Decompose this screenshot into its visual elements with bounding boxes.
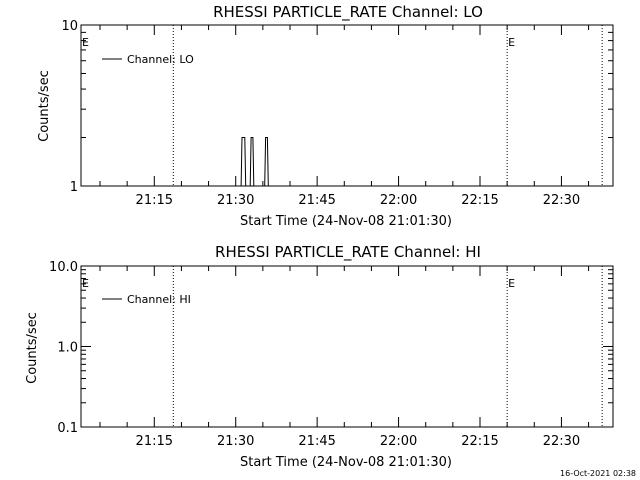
y-tick-label: 10 <box>61 19 78 34</box>
x-tick-label: 22:15 <box>461 434 498 449</box>
plot-frame <box>80 24 614 187</box>
event-lines <box>172 25 603 186</box>
data-series <box>240 137 269 187</box>
x-tick-label: 22:30 <box>543 193 580 208</box>
x-axis-label: Start Time (24-Nov-08 21:01:30) <box>240 214 452 229</box>
lo-channel-chart: RHESSI PARTICLE_RATE Channel: LO 1 10 21:… <box>37 3 614 229</box>
chart-title: RHESSI PARTICLE_RATE Channel: HI <box>215 243 481 262</box>
x-tick-label: 21:30 <box>217 434 254 449</box>
y-axis: 1 10 <box>61 19 613 195</box>
x-tick-label: 22:30 <box>543 434 580 449</box>
y-axis-label: Counts/sec <box>25 312 40 384</box>
y-axis: 0.1 1.0 10.0 <box>49 260 613 436</box>
event-marker: E <box>82 277 89 290</box>
x-tick-label: 21:45 <box>298 193 335 208</box>
legend-label: Channel: HI <box>127 293 191 306</box>
x-axis: 21:15 21:30 21:45 22:00 22:15 22:30 <box>99 266 590 449</box>
x-tick-label: 21:45 <box>298 434 335 449</box>
x-tick-label: 22:00 <box>380 193 417 208</box>
x-axis-label: Start Time (24-Nov-08 21:01:30) <box>240 455 452 470</box>
hi-channel-chart: RHESSI PARTICLE_RATE Channel: HI 0.1 1.0 1… <box>25 243 614 470</box>
x-tick-label: 22:00 <box>380 434 417 449</box>
y-tick-label: 10.0 <box>49 260 78 275</box>
event-marker: E <box>82 36 89 49</box>
plot-frame <box>80 265 614 428</box>
y-axis-label: Counts/sec <box>37 70 52 142</box>
event-marker: E <box>508 277 515 290</box>
y-tick-label: 1.0 <box>57 341 78 356</box>
legend: Channel: HI <box>102 293 191 306</box>
legend-label: Channel: LO <box>127 53 194 66</box>
event-lines <box>172 266 603 427</box>
x-axis: 21:15 21:30 21:45 22:00 22:15 22:30 <box>99 25 590 208</box>
x-tick-label: 21:15 <box>136 434 173 449</box>
y-tick-label: 1 <box>70 180 78 195</box>
x-tick-label: 22:15 <box>461 193 498 208</box>
chart-title: RHESSI PARTICLE_RATE Channel: LO <box>213 3 483 22</box>
event-marker: E <box>508 36 515 49</box>
series-line <box>240 137 269 187</box>
x-tick-label: 21:15 <box>136 193 173 208</box>
legend: Channel: LO <box>102 53 194 66</box>
x-tick-label: 21:30 <box>217 193 254 208</box>
y-tick-label: 0.1 <box>57 421 78 436</box>
timestamp: 16-Oct-2021 02:38 <box>560 469 636 478</box>
